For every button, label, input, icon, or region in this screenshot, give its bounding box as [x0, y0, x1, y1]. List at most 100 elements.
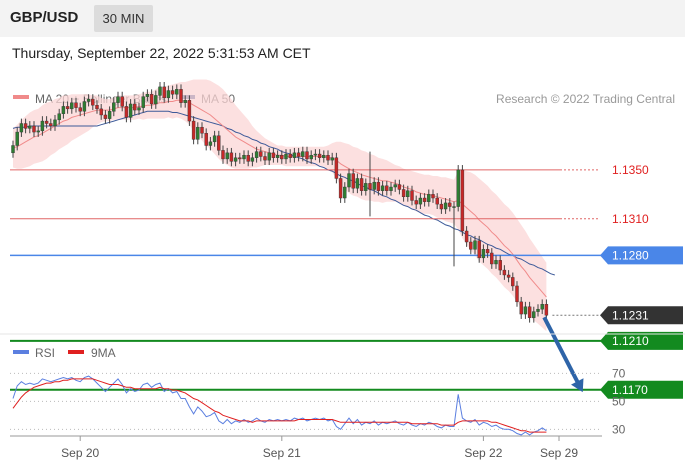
candle-body-up	[406, 190, 410, 197]
support-price-tag	[600, 331, 683, 350]
candle-body-down	[410, 190, 414, 201]
candle	[309, 150, 313, 164]
candle	[540, 299, 544, 315]
candle	[380, 180, 385, 196]
candle	[313, 149, 318, 161]
candle-body-up	[175, 89, 179, 95]
candle-body-up	[393, 184, 397, 188]
candle	[334, 152, 339, 184]
candle-body-down	[95, 104, 99, 110]
candle	[191, 116, 196, 145]
candle	[250, 152, 255, 167]
candle-body-up	[107, 111, 112, 119]
candle-body-up	[212, 135, 217, 143]
candle	[259, 146, 263, 162]
candle	[393, 179, 397, 192]
candle-body-up	[540, 304, 544, 310]
candle	[107, 106, 112, 124]
candle-body-down	[179, 89, 183, 103]
candle	[322, 150, 326, 163]
candle	[296, 147, 301, 162]
candle	[196, 122, 200, 145]
candle	[141, 91, 145, 113]
timeframe-button[interactable]: 30 MIN	[94, 5, 153, 32]
candle	[99, 103, 103, 120]
candle-body-down	[464, 230, 469, 243]
candle	[154, 90, 158, 109]
candle-body-down	[414, 200, 418, 205]
candle	[418, 193, 423, 210]
candle	[238, 152, 242, 164]
candle	[145, 89, 150, 102]
candle-body-down	[422, 197, 427, 202]
candle	[443, 198, 448, 214]
candle-body-down	[229, 152, 234, 162]
candle-body-down	[259, 151, 263, 157]
candle	[506, 270, 511, 283]
candle	[485, 244, 490, 258]
candle	[477, 235, 481, 263]
x-axis: Sep 20 Sep 21 Sep 22 Sep 29	[10, 435, 602, 460]
candle-body-down	[326, 155, 330, 161]
symbol-title: GBP/USD	[10, 9, 79, 26]
candle	[498, 255, 502, 275]
candle-body-down	[317, 153, 322, 158]
candle	[481, 244, 486, 263]
candle	[166, 85, 171, 103]
candle-body-up	[145, 93, 150, 97]
candle	[460, 165, 465, 236]
chart-datetime: Thursday, September 22, 2022 5:31:53 AM …	[12, 45, 311, 61]
candle	[200, 122, 204, 139]
support-price-label: 1.1170	[612, 383, 648, 397]
candle-body-down	[74, 102, 78, 108]
candle	[82, 96, 87, 117]
candle	[414, 195, 418, 210]
candle	[179, 84, 183, 108]
candle	[246, 150, 250, 167]
candle	[124, 101, 129, 123]
forecast-arrow	[542, 316, 584, 393]
candle	[330, 152, 334, 166]
candle-body-down	[263, 156, 267, 161]
resistance-label: 1.1310	[612, 212, 649, 226]
candle	[368, 151, 372, 217]
candle-body-up	[233, 157, 238, 162]
candle	[65, 101, 70, 114]
candle	[162, 81, 166, 103]
candle	[435, 193, 439, 210]
candle-body-up	[11, 145, 15, 154]
candle-body-up	[267, 152, 271, 161]
candle-body-down	[288, 153, 292, 158]
candle	[187, 95, 192, 126]
candle-body-up	[301, 151, 305, 157]
candle-body-down	[460, 169, 465, 232]
x-tick-label: Sep 22	[464, 446, 502, 460]
candle	[406, 185, 410, 202]
candle-body-down	[544, 304, 549, 316]
candle-body-up	[536, 308, 540, 312]
candle	[532, 306, 536, 323]
candle-body-up	[473, 240, 477, 250]
candle	[61, 101, 66, 119]
candle-body-down	[187, 100, 192, 122]
candle-body-down	[78, 107, 82, 112]
candle-body-down	[99, 108, 103, 116]
candle-body-down	[469, 241, 473, 250]
candle-body-down	[490, 252, 494, 265]
candle-body-down	[448, 202, 452, 207]
level-resistance-1: 1.1310	[10, 212, 649, 226]
candle	[338, 173, 343, 203]
candle-body-down	[368, 183, 372, 190]
level-resistance-0: 1.1350	[10, 163, 649, 177]
candle-body-down	[485, 249, 490, 254]
candle-body-down	[511, 277, 515, 287]
candle-body-up	[364, 183, 368, 191]
candle-body-down	[431, 194, 435, 199]
candle-body-up	[208, 141, 213, 146]
candle	[175, 84, 179, 100]
candle	[263, 151, 267, 166]
candle	[233, 152, 238, 167]
candle-body-up	[225, 152, 229, 160]
candle	[44, 116, 49, 129]
candle-body-up	[19, 123, 24, 133]
